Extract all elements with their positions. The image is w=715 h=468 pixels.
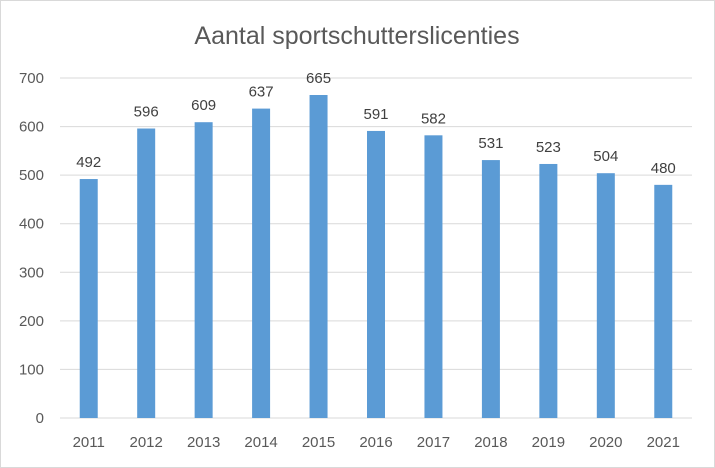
x-tick-label: 2011 bbox=[73, 434, 105, 451]
y-tick-label: 600 bbox=[19, 119, 44, 136]
bar-2011 bbox=[79, 179, 98, 418]
data-label: 665 bbox=[306, 70, 331, 87]
bar-2012 bbox=[137, 128, 156, 418]
x-tick-label: 2019 bbox=[532, 434, 565, 451]
y-tick-label: 100 bbox=[19, 361, 44, 378]
data-label: 582 bbox=[421, 110, 446, 127]
y-tick-label: 400 bbox=[19, 216, 44, 233]
data-label: 591 bbox=[363, 106, 388, 123]
data-label: 596 bbox=[134, 104, 159, 121]
x-tick-label: 2014 bbox=[244, 434, 277, 451]
bars bbox=[79, 95, 673, 419]
x-tick-label: 2017 bbox=[417, 434, 450, 451]
data-label: 492 bbox=[76, 154, 101, 171]
x-axis-ticks: 2011 2012 2013 2014 2015 2016 2017 2018 2019 2020… bbox=[73, 434, 680, 451]
x-tick-label: 2016 bbox=[359, 434, 392, 451]
data-label: 480 bbox=[651, 160, 676, 177]
bar-2021 bbox=[654, 184, 673, 418]
x-tick-label: 2021 bbox=[647, 434, 680, 451]
data-label: 504 bbox=[593, 148, 618, 165]
y-tick-label: 700 bbox=[19, 70, 44, 87]
data-label: 637 bbox=[249, 84, 274, 101]
bar-2013 bbox=[194, 122, 213, 418]
bar-2017 bbox=[424, 135, 443, 419]
bar-2015 bbox=[309, 95, 328, 418]
data-label: 523 bbox=[536, 139, 561, 156]
y-tick-label: 200 bbox=[19, 313, 44, 330]
data-label: 531 bbox=[478, 135, 503, 152]
bar-2014 bbox=[252, 108, 271, 418]
data-label: 609 bbox=[191, 97, 216, 114]
x-tick-label: 2015 bbox=[302, 434, 335, 451]
y-tick-label: 0 bbox=[36, 410, 44, 427]
x-tick-label: 2012 bbox=[129, 434, 162, 451]
bar-2016 bbox=[367, 130, 385, 418]
bar-2019 bbox=[539, 163, 558, 418]
y-tick-label: 300 bbox=[19, 264, 44, 281]
x-tick-label: 2018 bbox=[474, 434, 507, 451]
x-tick-label: 2020 bbox=[589, 434, 622, 451]
y-tick-label: 500 bbox=[19, 167, 44, 184]
bar-2020 bbox=[596, 173, 615, 418]
bar-2018 bbox=[481, 160, 500, 419]
chart-title: Aantal sportschutterslicenties bbox=[194, 22, 519, 50]
data-labels: 492 596 609 637 665 591 582 531 523 504 480 bbox=[76, 70, 676, 177]
x-tick-label: 2013 bbox=[187, 434, 220, 451]
y-axis-ticks: 0 100 200 300 400 500 600 700 bbox=[19, 70, 44, 427]
